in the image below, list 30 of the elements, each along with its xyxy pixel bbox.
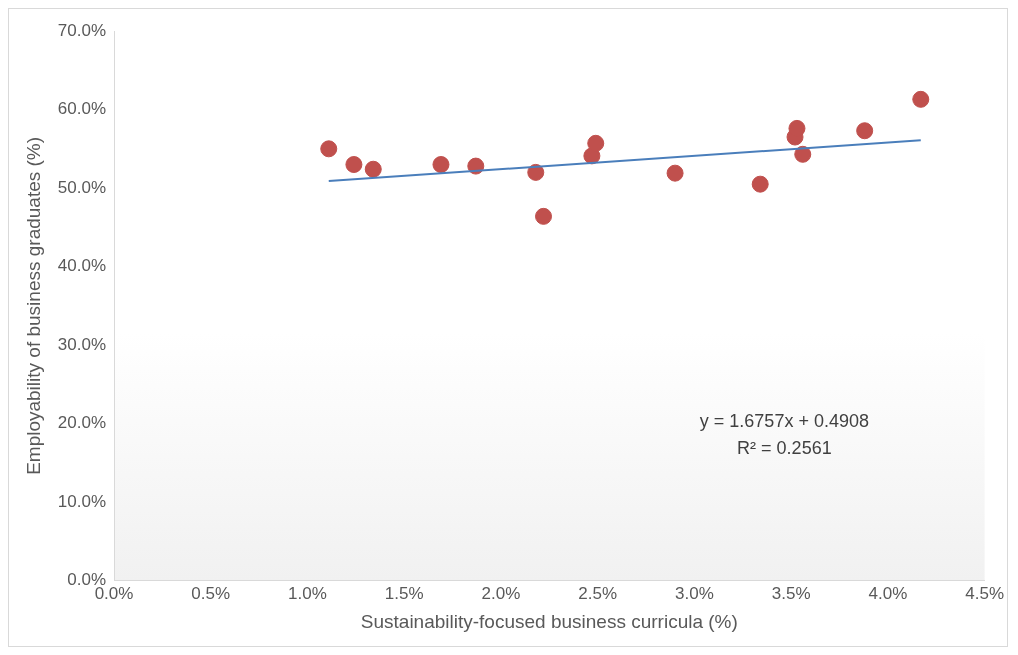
point [856,122,874,140]
point [587,134,605,152]
point [320,140,338,158]
y-axis-title: Employability of business graduates (%) [22,136,44,475]
point [666,164,684,182]
y-tick-label: 20.0% [57,413,106,433]
y-tick-label: 70.0% [57,20,106,40]
point [912,90,930,108]
x-tick-label: 1.0% [288,583,327,603]
annotation: R² = 0.2561 [737,437,832,458]
annotation: y = 1.6757x + 0.4908 [699,410,869,431]
x-tick-label: 4.0% [868,583,908,603]
x-axis-title: Sustainability-focused business curricula (%) [360,610,738,632]
x-tick-label: 1.5% [384,583,424,603]
x-tick-label: 4.5% [965,583,1004,603]
point [535,207,553,225]
y-tick-label: 50.0% [57,177,106,197]
y-tick-label: 40.0% [57,256,106,276]
point [345,156,363,174]
x-tick-label: 3.5% [771,583,811,603]
x-tick-label: 2.5% [578,583,618,603]
point [432,156,450,174]
y-tick-label: 30.0% [57,334,106,354]
point [364,160,382,178]
y-tick-label: 10.0% [57,491,106,511]
y-tick-label: 60.0% [57,99,106,119]
x-tick-label: 0.5% [191,583,231,603]
x-tick-label: 3.0% [675,583,714,603]
x-tick-label: 2.0% [481,583,521,603]
point [751,175,769,193]
